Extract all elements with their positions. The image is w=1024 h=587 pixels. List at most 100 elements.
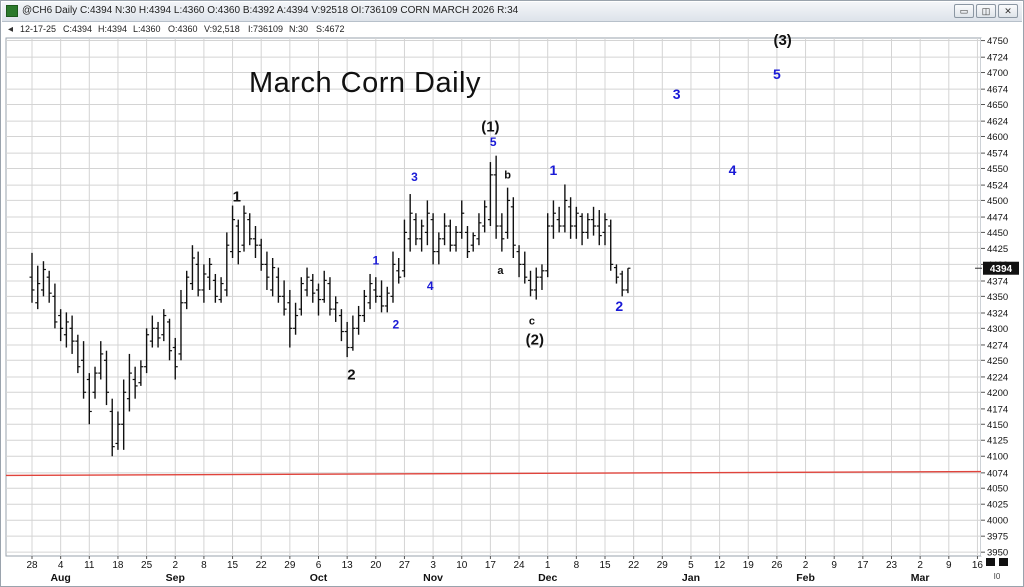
price-bar — [212, 273, 218, 303]
collapse-icon[interactable]: ◂ — [8, 24, 14, 35]
price-bar — [407, 194, 413, 252]
price-bar — [126, 353, 132, 412]
price-tick-label: 4324 — [987, 308, 1008, 319]
price-bar — [539, 264, 545, 290]
price-bar — [470, 232, 476, 252]
price-tick-label: 4474 — [987, 213, 1008, 224]
price-tick-label: 4374 — [987, 277, 1008, 288]
price-bar — [161, 309, 167, 342]
price-bar — [178, 289, 184, 361]
price-bar — [189, 245, 195, 290]
date-tick-label: 26 — [771, 560, 783, 571]
price-bar — [436, 232, 442, 265]
price-bar — [493, 155, 499, 239]
price-bar — [252, 226, 258, 258]
date-tick-label: 25 — [141, 560, 153, 571]
scroll-right-button[interactable] — [999, 558, 1008, 566]
date-tick-label: 12 — [714, 560, 726, 571]
reference-line-group — [5, 470, 982, 477]
info-volume: V:92,518 — [204, 24, 240, 34]
last-price-label: 4394 — [990, 264, 1013, 275]
price-bar — [390, 251, 396, 303]
scroll-left-button[interactable] — [986, 558, 995, 566]
info-s: S:4672 — [316, 24, 345, 34]
price-bar — [533, 267, 539, 300]
price-bar — [562, 184, 568, 233]
month-label: Jan — [682, 572, 700, 584]
price-bar — [132, 366, 138, 399]
plot-area — [5, 37, 982, 557]
price-bar — [344, 321, 350, 358]
price-bar — [275, 267, 281, 303]
price-bar — [98, 341, 104, 380]
price-tick-label: 4100 — [987, 452, 1008, 463]
reference-line — [5, 470, 982, 477]
price-bar — [384, 286, 390, 313]
price-bar — [453, 226, 459, 252]
date-tick-label: 19 — [743, 560, 755, 571]
minimize-button[interactable]: ▭ — [954, 4, 974, 18]
month-label: Feb — [796, 572, 815, 584]
date-tick-label: 17 — [857, 560, 869, 571]
price-bar — [270, 257, 276, 297]
price-bar — [619, 270, 625, 297]
price-bar — [419, 219, 425, 252]
price-bar — [625, 267, 631, 294]
date-tick-label: 3 — [430, 560, 436, 571]
price-bar — [516, 245, 522, 278]
price-bar — [459, 200, 465, 239]
price-bar — [172, 337, 178, 380]
date-tick-label: 16 — [972, 560, 984, 571]
date-tick-label: 9 — [946, 560, 952, 571]
price-bar — [396, 257, 402, 284]
price-bar — [115, 411, 121, 450]
price-bar — [241, 205, 247, 252]
price-bar — [58, 309, 64, 342]
price-bar — [230, 205, 236, 258]
price-bar — [476, 213, 482, 246]
price-tick-label: 4250 — [987, 356, 1008, 367]
price-tick-label: 4274 — [987, 340, 1008, 351]
price-bar — [287, 289, 293, 348]
restore-button[interactable]: ◫ — [976, 4, 996, 18]
price-tick-label: 4500 — [987, 196, 1008, 207]
date-tick-label: 8 — [201, 560, 207, 571]
close-button[interactable]: ✕ — [998, 4, 1018, 18]
info-open-interest: I:736109 — [248, 24, 284, 34]
date-tick-label: 29 — [284, 560, 296, 571]
price-bar — [304, 267, 310, 297]
date-tick-label: 2 — [172, 560, 178, 571]
price-bar — [447, 219, 453, 252]
price-bar — [81, 341, 87, 399]
price-bar — [103, 350, 109, 406]
price-tick-label: 4224 — [987, 372, 1008, 383]
price-tick-label: 4025 — [987, 500, 1008, 511]
month-label: Oct — [310, 572, 328, 584]
wave-label: 5 — [773, 66, 781, 82]
date-tick-label: 17 — [485, 560, 497, 571]
price-bar — [401, 219, 407, 278]
date-tick-label: 24 — [513, 560, 525, 571]
price-tick-label: 4724 — [987, 53, 1008, 64]
date-tick-label: 22 — [256, 560, 268, 571]
price-tick-label: 4074 — [987, 468, 1008, 479]
wave-label: (2) — [526, 331, 544, 348]
price-bar — [144, 328, 150, 374]
price-bar — [310, 273, 316, 303]
price-bar — [556, 206, 562, 233]
wave-label: c — [529, 315, 535, 327]
price-bar — [247, 213, 253, 246]
month-label: Dec — [538, 572, 557, 584]
price-bar — [573, 206, 579, 239]
wave-label: 2 — [393, 317, 400, 331]
info-open: O:4360 — [168, 24, 198, 34]
price-bar — [424, 200, 430, 246]
info-close: C:4394 — [63, 24, 93, 34]
price-tick-label: 4050 — [987, 484, 1008, 495]
title-bar: @CH6 Daily C:4394 N:30 H:4394 L:4360 O:4… — [2, 2, 1022, 22]
price-bar — [316, 283, 321, 316]
date-tick-label: 18 — [112, 560, 124, 571]
date-tick-label: 22 — [628, 560, 640, 571]
last-price-badge — [983, 261, 1019, 275]
